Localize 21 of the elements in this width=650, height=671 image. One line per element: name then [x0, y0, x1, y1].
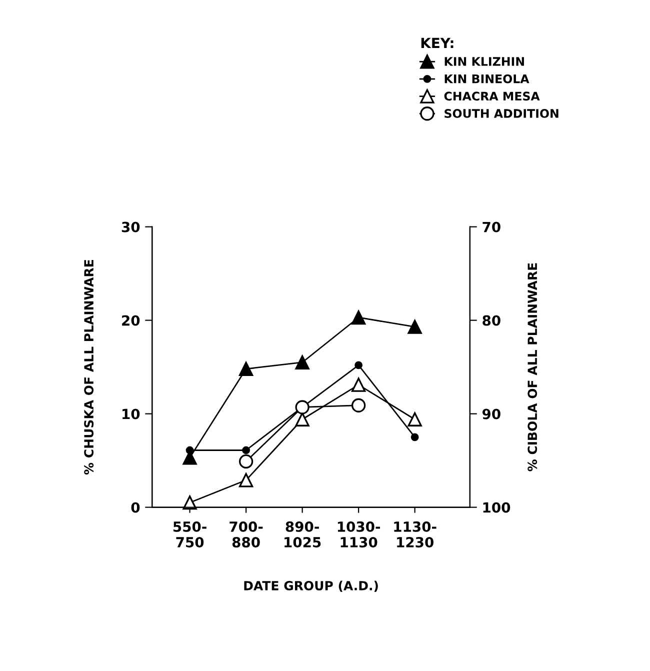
y2-tick-label: 80: [482, 315, 500, 326]
legend-label: CHACRA MESA: [444, 92, 540, 101]
y-tick-label: 10: [122, 408, 140, 420]
y2-axis-title: % CIBOLA OF ALL PLAINWARE: [528, 263, 538, 472]
x-tick-label: 1130- 1230: [394, 521, 436, 548]
legend-label: KIN KLIZHIN: [444, 57, 524, 66]
legend-title: KEY:: [421, 38, 454, 48]
y2-tick-label: 90: [482, 408, 500, 420]
x-axis-title: DATE GROUP (A.D.): [244, 580, 378, 592]
y2-tick-label: 100: [483, 502, 510, 513]
legend-label: SOUTH ADDITION: [444, 109, 558, 118]
x-tick-label: 550- 750: [173, 521, 206, 548]
legend-label: KIN BINEOLA: [444, 74, 530, 84]
x-tick-label: 1030- 1130: [338, 521, 380, 548]
y2-tick-label: 70: [482, 222, 500, 232]
x-tick-label: 700- 880: [230, 521, 263, 548]
x-tick-label: 890- 1025: [284, 521, 321, 548]
y-axis-title: % CHUSKA OF ALL PLAINWARE: [84, 260, 94, 475]
y-tick-label: 30: [122, 222, 140, 232]
y-tick-label: 0: [131, 502, 140, 513]
y-tick-label: 20: [122, 315, 140, 326]
